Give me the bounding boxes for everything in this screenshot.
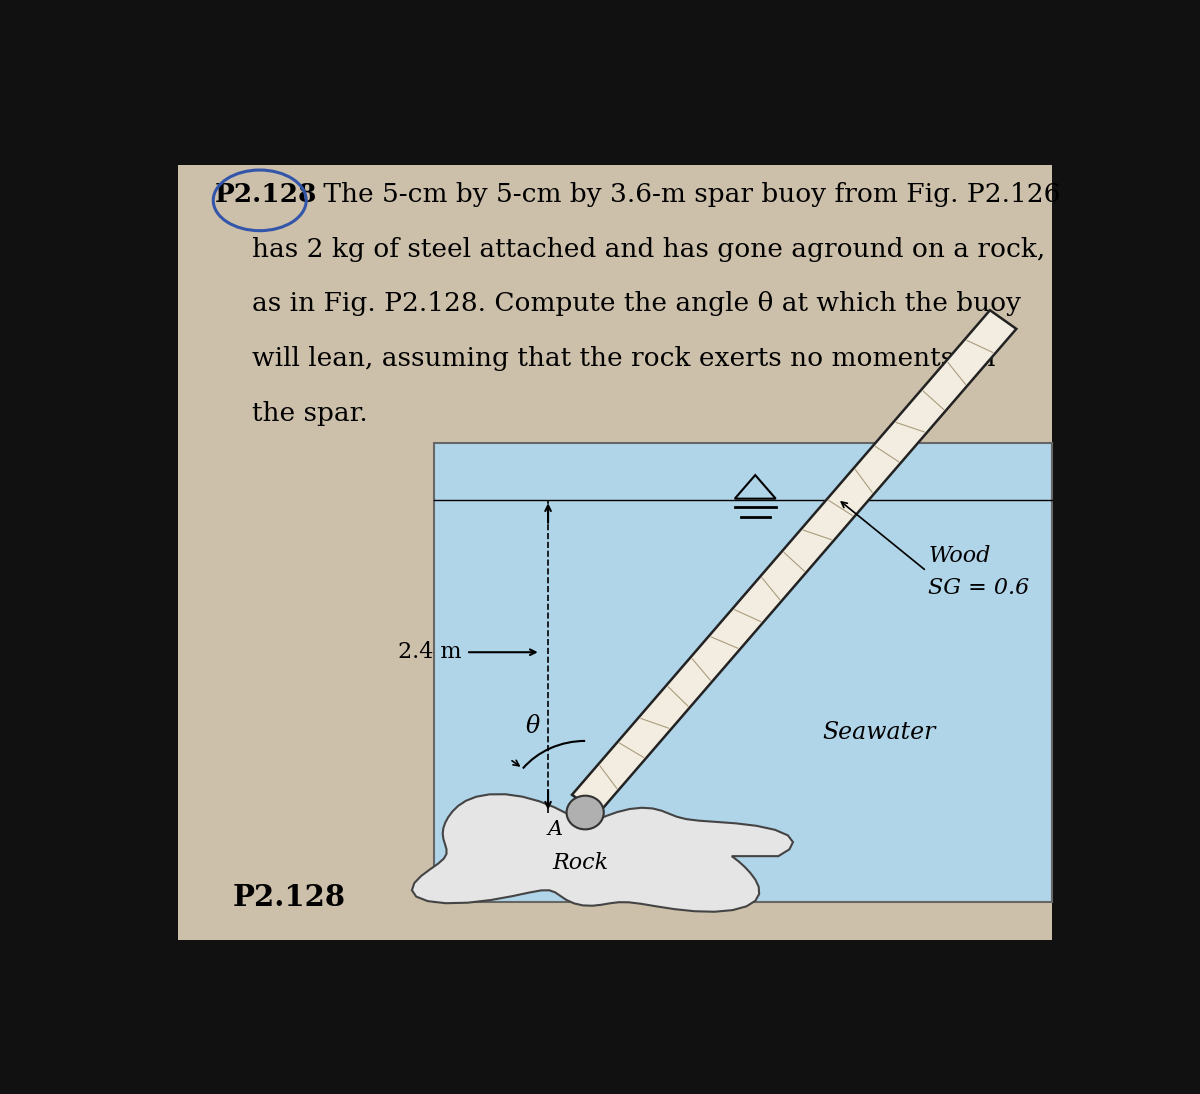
Text: Seawater: Seawater bbox=[822, 721, 936, 744]
Circle shape bbox=[566, 795, 604, 829]
Text: SG = 0.6: SG = 0.6 bbox=[929, 577, 1030, 598]
Text: has 2 kg of steel attached and has gone aground on a rock,: has 2 kg of steel attached and has gone … bbox=[252, 236, 1045, 261]
Bar bbox=[433, 443, 1052, 903]
Text: A: A bbox=[548, 819, 563, 839]
Polygon shape bbox=[412, 794, 793, 911]
Text: P2.128: P2.128 bbox=[233, 883, 346, 912]
Text: as in Fig. P2.128. Compute the angle θ at which the buoy: as in Fig. P2.128. Compute the angle θ a… bbox=[252, 291, 1021, 316]
Text: 2.4 m: 2.4 m bbox=[398, 641, 462, 663]
Polygon shape bbox=[572, 311, 1016, 814]
Text: will lean, assuming that the rock exerts no moments on: will lean, assuming that the rock exerts… bbox=[252, 346, 996, 371]
Text: Wood: Wood bbox=[929, 545, 991, 567]
Text: θ: θ bbox=[526, 714, 540, 737]
Text: the spar.: the spar. bbox=[252, 400, 368, 426]
Text: The 5-cm by 5-cm by 3.6-m spar buoy from Fig. P2.126: The 5-cm by 5-cm by 3.6-m spar buoy from… bbox=[314, 182, 1060, 207]
Text: P2.128: P2.128 bbox=[215, 182, 318, 207]
Text: Rock: Rock bbox=[552, 852, 608, 874]
